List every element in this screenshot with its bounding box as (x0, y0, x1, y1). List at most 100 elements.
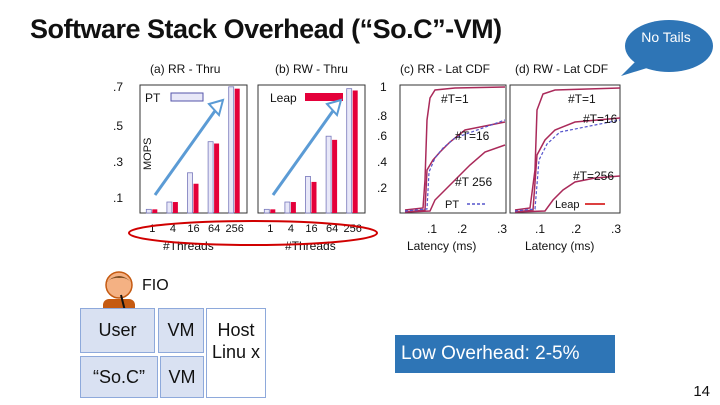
x-tick-label: 1 (267, 223, 273, 235)
cdf-label-box (438, 91, 476, 107)
user-label: User (98, 320, 137, 340)
stack-soc-cell: “So.C” (80, 356, 158, 398)
cdf-x-tick: .3 (497, 222, 507, 236)
fio-label: FIO (142, 277, 169, 294)
bar-pt (187, 172, 193, 214)
bar-leap (332, 139, 338, 213)
cdf-curve-c-pt (404, 119, 506, 212)
x-tick-label: 1 (149, 223, 155, 235)
legend-leap-label: Leap (270, 91, 297, 105)
panel-c-title: (c) RR - Lat CDF (400, 62, 490, 76)
latency-xlabel-d: Latency (ms) (525, 239, 594, 253)
benchmark-figure: (a) RR - Thru (b) RW - Thru (c) RR - Lat… (113, 62, 621, 253)
stack-vm-cell-bottom: VM (160, 356, 204, 398)
legend-leap-swatch (305, 93, 343, 101)
speech-bubble-icon (621, 20, 713, 76)
panel-a-xticks: 1 4 16 64 256 (149, 223, 244, 235)
cdf-y-tick: .4 (377, 155, 387, 169)
low-overhead-text: Low Overhead: 2-5% (401, 343, 580, 364)
panel-a-bars (145, 86, 240, 214)
host-linux-label: Host Linu x (211, 320, 261, 362)
cdf-x-tick: .3 (611, 222, 621, 236)
x-tick-label: 256 (226, 223, 244, 235)
panel-a-title: (a) RR - Thru (150, 62, 220, 76)
bar-leap (352, 90, 358, 213)
trend-arrow-icon (271, 107, 337, 196)
cdf-x-tick: .1 (535, 222, 545, 236)
trend-arrow-icon (325, 98, 343, 118)
vm-label: VM (168, 366, 196, 387)
bar-leap (172, 202, 178, 213)
bar-pt (166, 201, 173, 214)
mops-axis-label: MOPS (142, 138, 154, 170)
bar-pt (145, 208, 152, 214)
bar-pt (305, 176, 311, 214)
x-tick-label: 64 (208, 223, 220, 235)
x-tick-label: 4 (170, 223, 176, 235)
y-tick-label: .5 (113, 119, 123, 133)
bar-pt (325, 135, 332, 214)
y-tick-label: .3 (113, 155, 123, 169)
y-tick-label: .1 (113, 191, 123, 205)
trend-arrow-icon (207, 98, 225, 118)
bar-leap (152, 209, 158, 213)
x-tick-label: 16 (305, 223, 317, 235)
trend-arrow-icon (153, 107, 219, 196)
bar-pt (228, 86, 235, 214)
cdf-curve-c-t1 (404, 86, 506, 211)
bar-leap (214, 143, 220, 213)
panel-b-bars (263, 88, 358, 214)
bar-leap (290, 202, 296, 213)
cdf-curve-d-t256 (514, 175, 621, 213)
bar-leap (193, 183, 199, 213)
cdf-x-tick: .2 (457, 222, 467, 236)
bar-pt (263, 208, 270, 214)
bar-pt (207, 141, 214, 214)
cdf-y-tick: .6 (377, 129, 387, 143)
x-tick-label: 64 (326, 223, 338, 235)
panel-b-title: (b) RW - Thru (275, 62, 348, 76)
x-tick-label: 16 (187, 223, 199, 235)
threads-xlabel-b: #Threads (285, 239, 336, 253)
bar-pt (284, 201, 291, 214)
panel-c-frame (399, 84, 507, 214)
legend-pt-label: PT (145, 91, 161, 105)
cdf-legend-leap: Leap (555, 199, 579, 211)
soc-label: “So.C” (92, 366, 145, 387)
y-tick-label: .7 (113, 80, 123, 94)
stack-host-cell: Host Linu x (206, 308, 266, 398)
no-tails-text: No Tails (641, 29, 691, 45)
panel-d-title: (d) RW - Lat CDF (515, 62, 608, 76)
latency-xlabel-c: Latency (ms) (407, 239, 476, 253)
cdf-y-tick: 1 (380, 80, 387, 94)
cdf-y-tick: .8 (377, 109, 387, 123)
cdf-curve-c-t256 (404, 144, 506, 213)
cdf-curve-d-t16 (514, 117, 621, 213)
stack-vm-cell-top: VM (158, 308, 204, 353)
x-tick-label: 4 (288, 223, 294, 235)
bar-leap (234, 88, 240, 213)
cdf-x-tick: .2 (571, 222, 581, 236)
vm-label: VM (167, 320, 195, 340)
cdf-label-t1-d: #T=1 (568, 92, 596, 106)
cdf-curve-d-t1 (514, 87, 621, 211)
panel-d-frame (509, 84, 621, 214)
cdf-legend-pt: PT (445, 199, 459, 211)
legend-pt-swatch (170, 92, 204, 102)
cdf-y-tick: .2 (377, 181, 387, 195)
cdf-label-t1-c: #T=1 (441, 92, 469, 106)
cdf-curve-d-pt (514, 119, 621, 212)
cdf-x-tick: .1 (427, 222, 437, 236)
low-overhead-callout: Low Overhead: 2-5% (395, 335, 615, 373)
cdf-label-t256-c: #T 256 (455, 175, 492, 189)
page-number: 14 (693, 383, 710, 400)
cdf-label-t16-d: #T=16 (583, 112, 618, 126)
stack-user-cell: User (80, 308, 155, 353)
slide-title: Software Stack Overhead (“So.C”-VM) (30, 14, 502, 44)
bar-leap (311, 181, 317, 213)
cdf-label-t16-c: #T=16 (455, 129, 490, 143)
cdf-label-t256-d: #T=256 (573, 169, 614, 183)
threads-highlight-ellipse (128, 220, 378, 246)
bar-leap (270, 209, 276, 213)
bar-pt (346, 88, 353, 214)
